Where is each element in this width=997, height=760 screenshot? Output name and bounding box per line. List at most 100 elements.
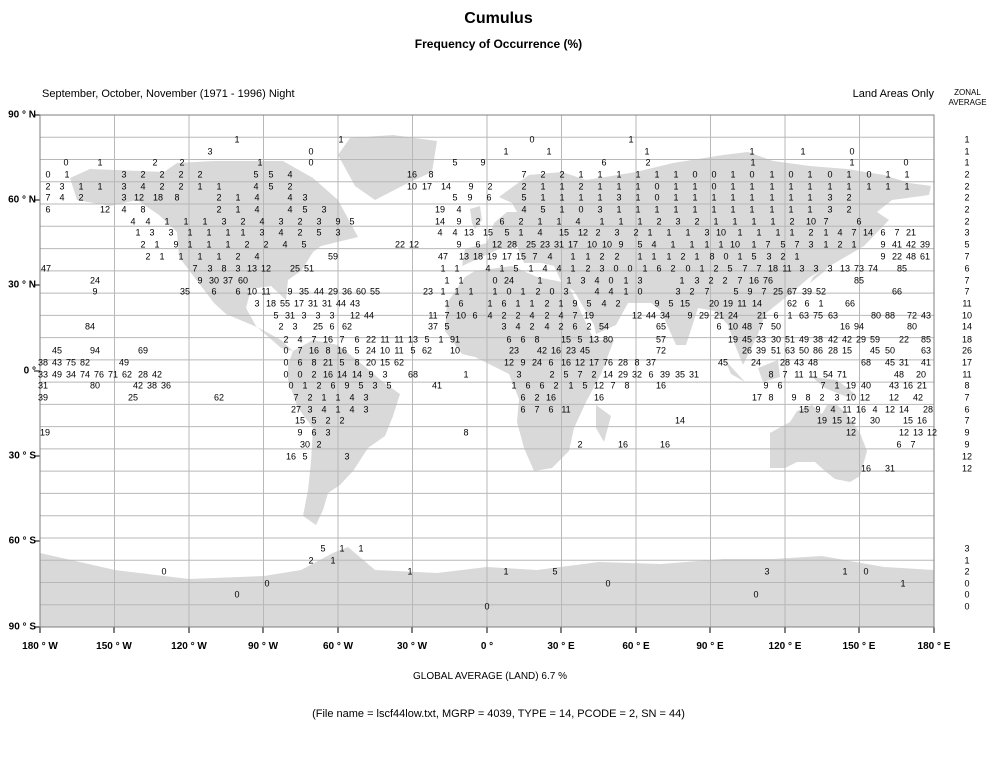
grid-value: 2 [178, 181, 184, 192]
grid-value: 4 [349, 392, 355, 403]
grid-value: 8 [624, 380, 630, 391]
grid-value: 1 [694, 251, 700, 262]
grid-value: 1 [64, 169, 70, 180]
grid-value: 1 [737, 227, 743, 238]
grid-value: 2 [244, 239, 250, 250]
grid-value: 5 [302, 451, 308, 462]
grid-value: 6 [520, 334, 526, 345]
grid-value: 5 [273, 310, 279, 321]
grid-value: 2 [808, 227, 814, 238]
grid-value: 26 [741, 345, 753, 356]
grid-value: 1 [338, 134, 344, 145]
grid-value: 1 [775, 227, 781, 238]
grid-value: 1 [704, 239, 710, 250]
grid-value: 45 [741, 334, 753, 345]
grid-value: 0 [723, 251, 729, 262]
grid-value: 2 [263, 239, 269, 250]
grid-value: 5 [424, 334, 430, 345]
grid-value: 4 [485, 263, 491, 274]
grid-value: 3 [834, 392, 840, 403]
grid-value: 25 [772, 286, 784, 297]
island-britain [470, 206, 482, 229]
grid-value: 8 [140, 204, 146, 215]
grid-value: 6 [520, 404, 526, 415]
grid-value: 0 [161, 566, 167, 577]
grid-value: 1 [520, 286, 526, 297]
grid-value: 4 [282, 239, 288, 250]
grid-value: 3 [321, 204, 327, 215]
grid-value: 2 [789, 216, 795, 227]
grid-value: 3 [827, 204, 833, 215]
grid-value: 4 [254, 204, 260, 215]
lon-axis-label: 30 ° W [396, 641, 428, 652]
grid-value: 38 [812, 334, 824, 345]
grid-value: 48 [807, 357, 819, 368]
grid-value: 13 [246, 263, 258, 274]
grid-value: 4 [872, 404, 878, 415]
grid-value: 1 [78, 181, 84, 192]
grid-value: 1 [818, 298, 824, 309]
grid-value: 4 [558, 310, 564, 321]
grid-value: 3 [808, 239, 814, 250]
zonal-average-value: 7 [964, 275, 970, 286]
grid-value: 28 [137, 369, 149, 380]
grid-value: 5 [540, 204, 546, 215]
grid-value: 2 [578, 181, 584, 192]
grid-value: 4 [287, 169, 293, 180]
grid-value: 3 [335, 227, 341, 238]
grid-value: 9 [791, 392, 797, 403]
grid-value: 9 [687, 310, 693, 321]
grid-value: 3 [563, 286, 569, 297]
grid-value: 8 [768, 369, 774, 380]
grid-value: 73 [853, 263, 865, 274]
grid-value: 0 [506, 286, 512, 297]
grid-value: 6 [354, 334, 360, 345]
grid-value: 7 [293, 392, 299, 403]
grid-value: 5 [637, 239, 643, 250]
grid-value: 1 [737, 251, 743, 262]
grid-value: 1 [597, 181, 603, 192]
grid-value: 6 [458, 298, 464, 309]
grid-value: 1 [515, 298, 521, 309]
grid-value: 1 [679, 275, 685, 286]
grid-value: 1 [637, 251, 643, 262]
grid-value: 1 [692, 181, 698, 192]
grid-value: 3 [302, 192, 308, 203]
grid-value: 5 [253, 169, 259, 180]
grid-value: 4 [537, 227, 543, 238]
grid-value: 1 [637, 216, 643, 227]
grid-value: 16 [406, 169, 418, 180]
grid-value: 1 [187, 227, 193, 238]
grid-value: 1 [730, 181, 736, 192]
grid-value: 0 [753, 589, 759, 600]
grid-value: 3 [259, 227, 265, 238]
grid-value: 1 [537, 216, 543, 227]
grid-value: 30 [299, 439, 311, 450]
grid-value: 3 [597, 204, 603, 215]
grid-value: 12 [859, 392, 871, 403]
grid-value: 6 [520, 392, 526, 403]
grid-value: 8 [311, 357, 317, 368]
grid-value: 1 [154, 239, 160, 250]
grid-value: 3 [59, 181, 65, 192]
grid-value: 50 [798, 345, 810, 356]
grid-value: 1 [654, 204, 660, 215]
grid-value: 24 [727, 310, 739, 321]
grid-value: 1 [335, 404, 341, 415]
grid-value: 12 [408, 239, 420, 250]
grid-value: 41 [431, 380, 443, 391]
grid-value: 8 [174, 192, 180, 203]
grid-value: 5 [320, 543, 326, 554]
grid-value: 34 [659, 310, 671, 321]
grid-value: 1 [135, 227, 141, 238]
grid-value: 12 [574, 357, 586, 368]
grid-value: 1 [97, 157, 103, 168]
grid-value: 45 [717, 357, 729, 368]
grid-value: 3 [813, 263, 819, 274]
grid-value: 1 [673, 181, 679, 192]
grid-value: 7 [761, 286, 767, 297]
grid-value: 12 [260, 263, 272, 274]
grid-value: 7 [737, 275, 743, 286]
grid-value: 25 [312, 321, 324, 332]
